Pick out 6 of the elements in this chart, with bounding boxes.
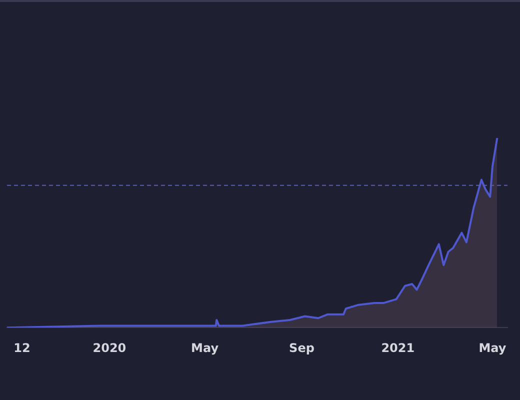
x-tick-label: May	[191, 340, 219, 355]
x-tick-label: 12	[14, 340, 30, 355]
x-tick-label: May	[478, 340, 506, 355]
x-tick-label: 2020	[92, 340, 126, 355]
x-tick-label: 2021	[381, 340, 415, 355]
x-tick-label: Sep	[289, 340, 315, 355]
